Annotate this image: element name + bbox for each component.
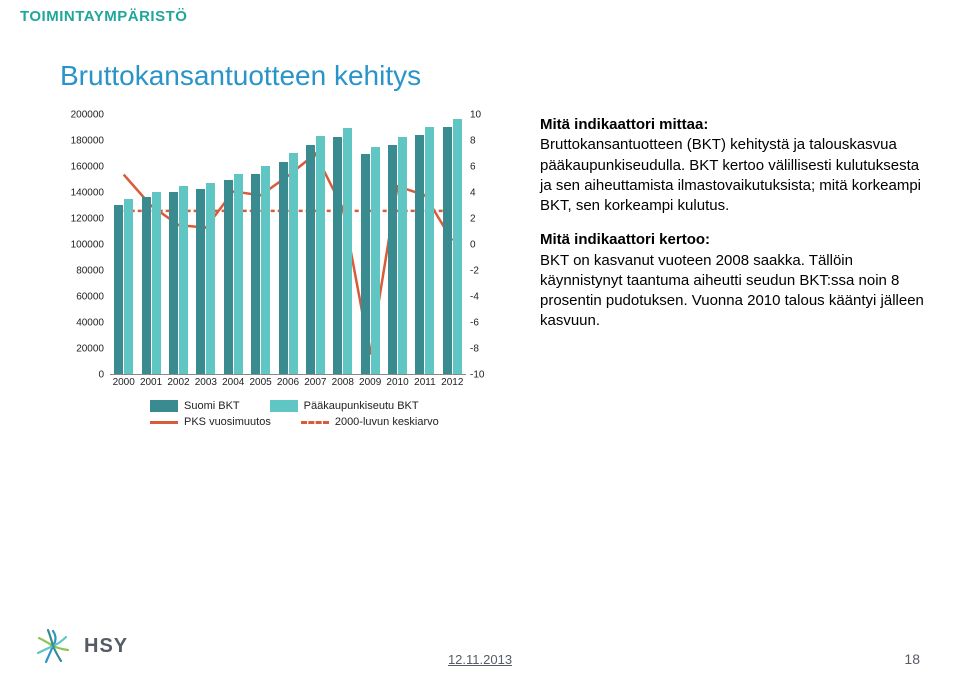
footer-date: 12.11.2013 (448, 652, 512, 667)
legend-label: Pääkaupunkiseutu BKT (304, 400, 419, 412)
hsy-logo-icon (30, 623, 76, 669)
chart-plot (110, 115, 466, 375)
text-heading-1: Mitä indikaattori mittaa: (540, 116, 708, 133)
legend-item: 2000-luvun keskiarvo (301, 416, 439, 428)
text-body-1: Bruttokansantuotteen (BKT) kehitystä ja … (540, 136, 921, 214)
legend-item: Pääkaupunkiseutu BKT (270, 400, 419, 412)
logo: HSY (30, 623, 128, 669)
y-axis-left: 0200004000060000800001000001200001400001… (60, 115, 108, 375)
legend-label: Suomi BKT (184, 400, 240, 412)
text-heading-2: Mitä indikaattori kertoo: (540, 231, 710, 248)
legend-label: PKS vuosimuutos (184, 416, 271, 428)
legend-line (150, 421, 178, 424)
description-text: Mitä indikaattori mittaa: Bruttokansantu… (540, 115, 930, 346)
y-axis-right: -10-8-6-4-20246810 (466, 115, 496, 375)
page-number: 18 (904, 651, 920, 667)
text-body-2: BKT on kasvanut vuoteen 2008 saakka. Täl… (540, 252, 924, 330)
chart-legend: Suomi BKT Pääkaupunkiseutu BKT PKS vuosi… (150, 400, 510, 432)
slide-title: Bruttokansantuotteen kehitys (60, 60, 421, 92)
legend-swatch (270, 400, 298, 412)
legend-line (301, 421, 329, 424)
logo-text: HSY (84, 635, 128, 658)
legend-swatch (150, 400, 178, 412)
section-header: TOIMINTAYMPÄRISTÖ (20, 8, 187, 25)
legend-item: PKS vuosimuutos (150, 416, 271, 428)
chart-bars (110, 115, 466, 374)
legend-item: Suomi BKT (150, 400, 240, 412)
legend-label: 2000-luvun keskiarvo (335, 416, 439, 428)
x-axis-labels: 2000200120022003200420052006200720082009… (110, 377, 466, 393)
chart-container: 0200004000060000800001000001200001400001… (60, 115, 500, 435)
